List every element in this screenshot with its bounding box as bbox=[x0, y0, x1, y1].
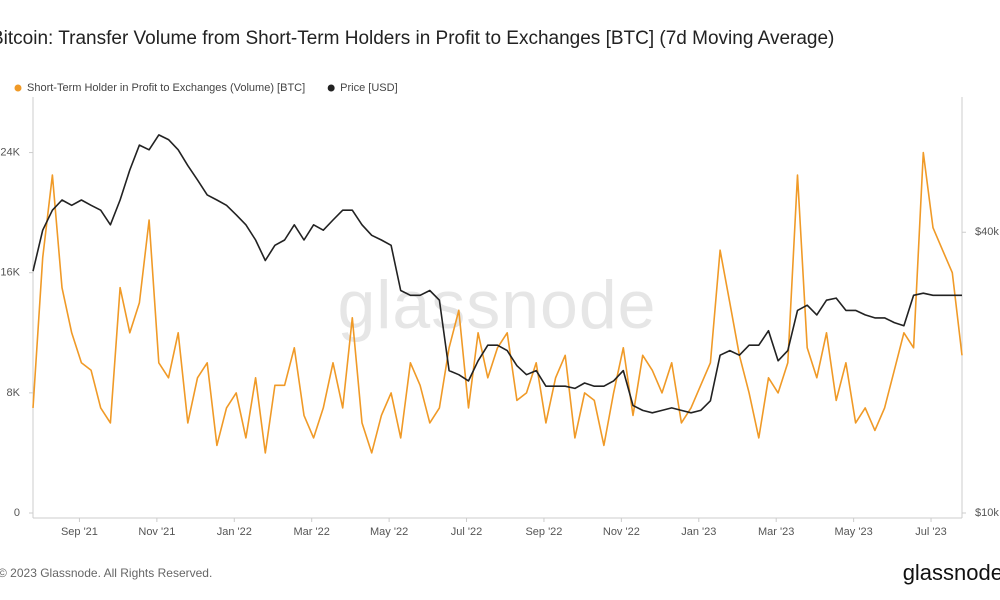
x-tick-label: Sep '22 bbox=[525, 526, 562, 538]
x-tick-label: Sep '21 bbox=[61, 526, 98, 538]
legend-label: Price [USD] bbox=[340, 82, 397, 94]
y-tick-label: 16K bbox=[0, 267, 20, 279]
x-tick-label: Nov '22 bbox=[603, 526, 640, 538]
legend: Short-Term Holder in Profit to Exchanges… bbox=[14, 82, 398, 94]
x-tick-label: Jul '22 bbox=[451, 526, 482, 538]
footer: © 2023 Glassnode. All Rights Reserved. bbox=[0, 566, 212, 580]
chart-title: Bitcoin: Transfer Volume from Short-Term… bbox=[0, 28, 834, 49]
y-tick-label: 8K bbox=[7, 387, 21, 399]
x-tick-label: May '23 bbox=[835, 526, 873, 538]
y-tick-label: 24K bbox=[0, 146, 20, 158]
watermark: glassnode bbox=[337, 267, 656, 343]
series-line bbox=[32, 134, 962, 414]
x-tick-label: May '22 bbox=[370, 526, 408, 538]
x-tick-label: Mar '23 bbox=[758, 526, 794, 538]
x-tick-label: Mar '22 bbox=[294, 526, 330, 538]
legend-label: Short-Term Holder in Profit to Exchanges… bbox=[27, 82, 305, 94]
x-tick-label: Jul '23 bbox=[915, 526, 946, 538]
legend-swatch bbox=[327, 84, 335, 92]
x-tick-label: Jan '23 bbox=[681, 526, 716, 538]
y2-tick-label: $10k bbox=[975, 507, 999, 519]
legend-swatch bbox=[14, 84, 22, 92]
y-tick-label: 0 bbox=[14, 507, 20, 519]
y2-tick-label: $40k bbox=[975, 226, 999, 238]
series-line bbox=[32, 151, 963, 454]
logo: glassnode bbox=[903, 560, 1000, 585]
x-tick-label: Nov '21 bbox=[138, 526, 175, 538]
x-tick-label: Jan '22 bbox=[217, 526, 252, 538]
